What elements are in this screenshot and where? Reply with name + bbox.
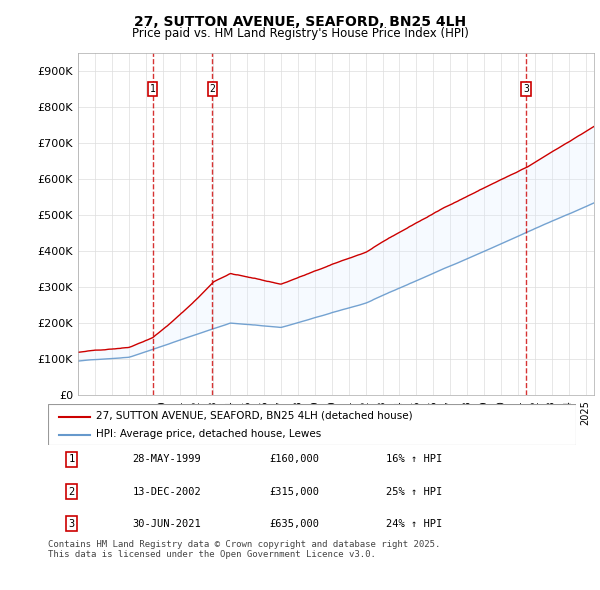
Text: 1: 1 <box>149 84 155 94</box>
Text: Price paid vs. HM Land Registry's House Price Index (HPI): Price paid vs. HM Land Registry's House … <box>131 27 469 40</box>
Text: 27, SUTTON AVENUE, SEAFORD, BN25 4LH: 27, SUTTON AVENUE, SEAFORD, BN25 4LH <box>134 15 466 29</box>
Text: 30-JUN-2021: 30-JUN-2021 <box>133 519 201 529</box>
Text: 2: 2 <box>68 487 75 497</box>
Text: 1: 1 <box>68 454 75 464</box>
Text: 25% ↑ HPI: 25% ↑ HPI <box>386 487 442 497</box>
Text: £635,000: £635,000 <box>270 519 320 529</box>
Text: 13-DEC-2002: 13-DEC-2002 <box>133 487 201 497</box>
Text: £160,000: £160,000 <box>270 454 320 464</box>
Text: £315,000: £315,000 <box>270 487 320 497</box>
Text: 27, SUTTON AVENUE, SEAFORD, BN25 4LH (detached house): 27, SUTTON AVENUE, SEAFORD, BN25 4LH (de… <box>95 411 412 421</box>
Text: Contains HM Land Registry data © Crown copyright and database right 2025.
This d: Contains HM Land Registry data © Crown c… <box>48 540 440 559</box>
Text: 3: 3 <box>523 84 529 94</box>
Text: 3: 3 <box>68 519 75 529</box>
Text: 28-MAY-1999: 28-MAY-1999 <box>133 454 201 464</box>
Text: 16% ↑ HPI: 16% ↑ HPI <box>386 454 442 464</box>
FancyBboxPatch shape <box>48 404 576 445</box>
Text: HPI: Average price, detached house, Lewes: HPI: Average price, detached house, Lewe… <box>95 430 321 440</box>
Text: 2: 2 <box>209 84 215 94</box>
Text: 24% ↑ HPI: 24% ↑ HPI <box>386 519 442 529</box>
